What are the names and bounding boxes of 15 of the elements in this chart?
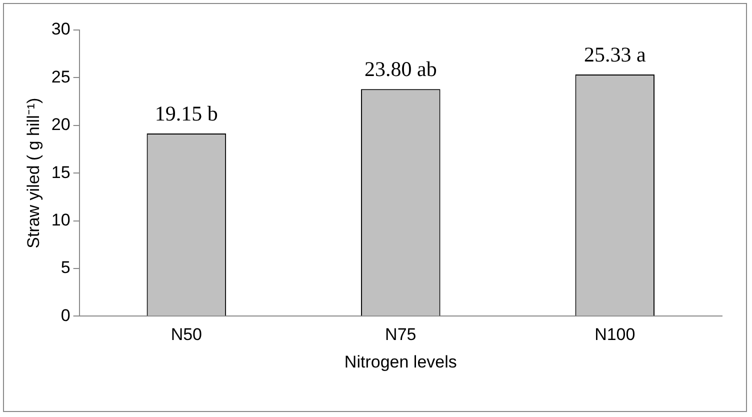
y-tick-label: 5 [60,258,70,278]
y-axis-title: Straw yiled ( g hill⁻¹) [24,98,43,248]
x-axis-title: Nitrogen levels [344,352,457,372]
x-tick-label: N50 [170,325,202,344]
y-tick-label: 0 [60,306,70,325]
y-tick-label: 15 [51,162,70,182]
x-tick-label: N100 [594,325,636,344]
x-tick-label: N75 [385,325,416,344]
data-label: 23.80 ab [364,57,437,82]
data-label: 19.15 b [154,102,218,126]
y-tick-label: 10 [51,210,70,230]
y-tick-label: 20 [51,115,70,134]
y-tick-label: 25 [51,67,70,86]
y-tick-label: 30 [51,20,70,39]
data-label: 25.33 a [584,42,646,67]
